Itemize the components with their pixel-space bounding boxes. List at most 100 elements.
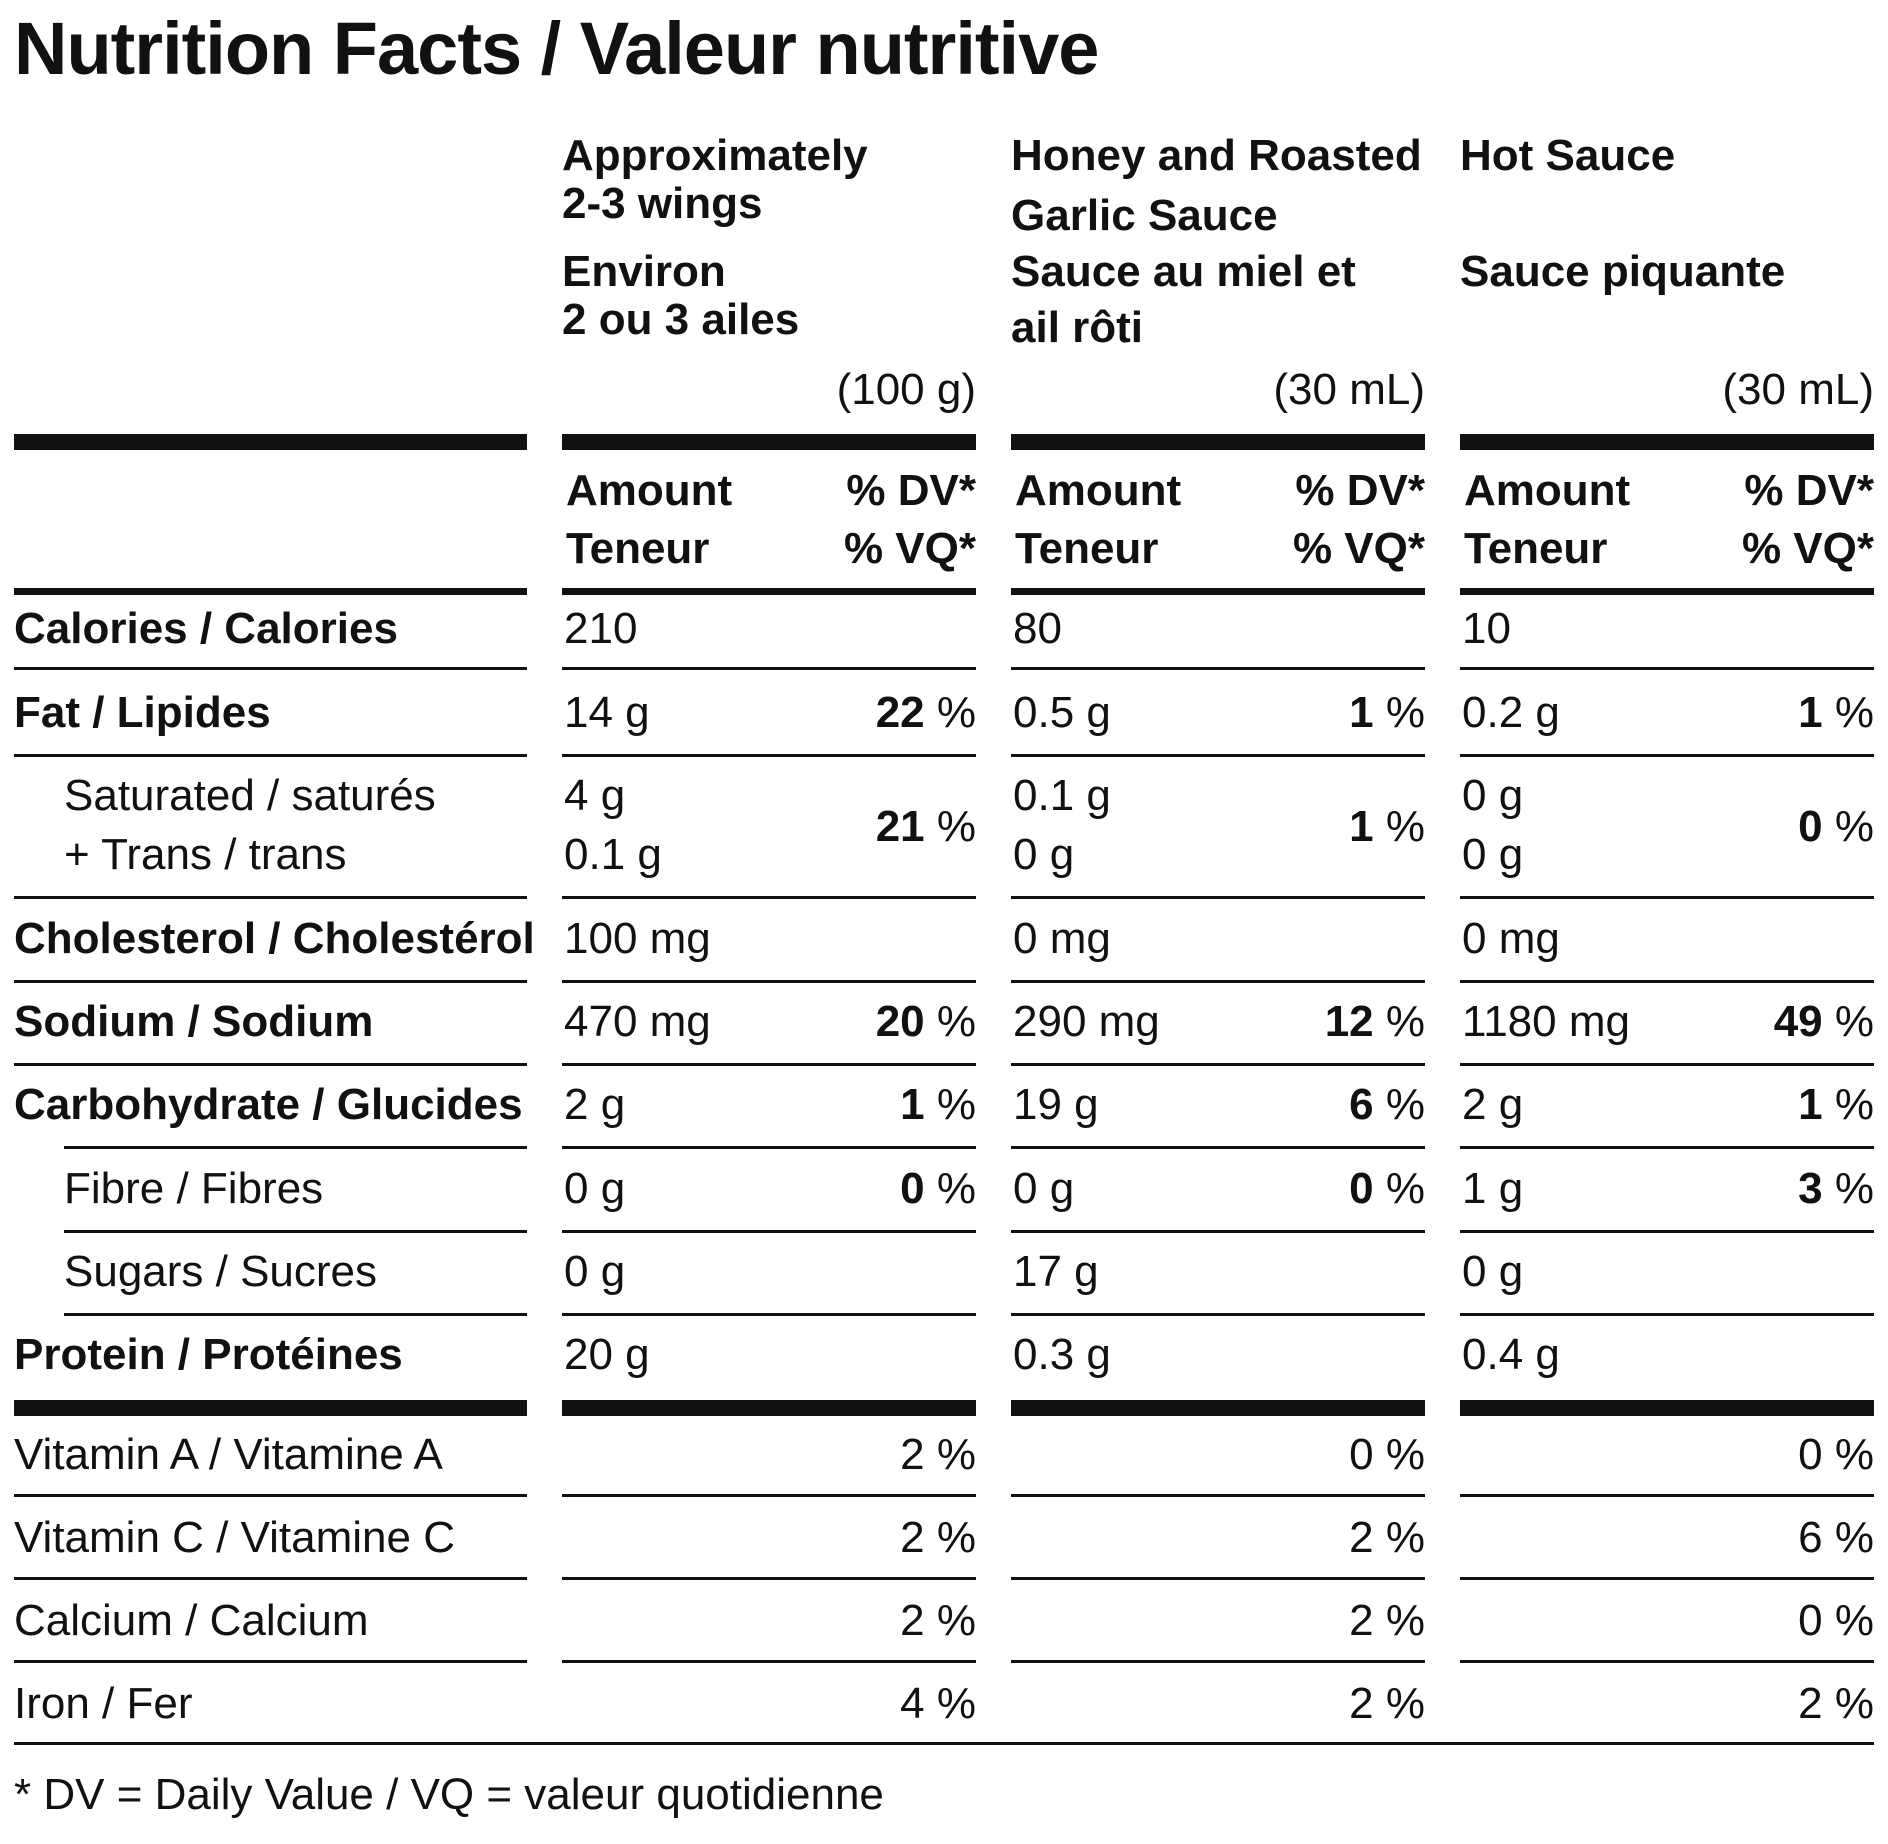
nutrient-amount: 10 bbox=[1462, 604, 1511, 653]
row-rule-col2 bbox=[1011, 667, 1425, 670]
row-rule-label bbox=[14, 754, 527, 757]
row-rule-col2 bbox=[1011, 1313, 1425, 1316]
vitamin-rule-col1 bbox=[562, 1660, 976, 1663]
amount-header: Amount bbox=[1464, 466, 1631, 515]
daily-value: 0 % bbox=[1798, 802, 1874, 851]
nutrient-amount: 0.4 g bbox=[1462, 1330, 1560, 1379]
daily-value: 12 % bbox=[1324, 997, 1425, 1046]
row-rule-col3 bbox=[1460, 754, 1874, 757]
vitamin-label: Calcium / Calcium bbox=[14, 1596, 369, 1645]
column-heading-fr: ail rôti bbox=[1011, 303, 1144, 352]
page-title: Nutrition Facts / Valeur nutritive bbox=[14, 7, 1099, 90]
vitamin-rule-col1 bbox=[562, 1577, 976, 1580]
dv-header: % VQ* bbox=[843, 524, 976, 573]
nutrient-amount: 0.1 g bbox=[564, 830, 662, 879]
column-heading-fr: Sauce piquante bbox=[1460, 247, 1786, 296]
nutrient-amount: 100 mg bbox=[564, 914, 711, 963]
vitamin-value: 4 % bbox=[900, 1679, 976, 1728]
nutrient-amount: 210 bbox=[564, 604, 638, 653]
nutrient-amount: 14 g bbox=[564, 688, 650, 737]
amount-header: Amount bbox=[1015, 466, 1182, 515]
nutrient-amount: 0.3 g bbox=[1013, 1330, 1111, 1379]
header-rule-col1 bbox=[562, 588, 976, 595]
daily-value: 20 % bbox=[875, 997, 976, 1046]
vitamin-rule-col3 bbox=[1460, 1577, 1874, 1580]
row-rule-col3 bbox=[1460, 1230, 1874, 1233]
nutrient-label-fat: Fat / Lipides bbox=[14, 688, 271, 737]
header-rule-col2 bbox=[1011, 588, 1425, 595]
row-rule-col3 bbox=[1460, 896, 1874, 899]
nutrient-amount: 0 g bbox=[1013, 830, 1075, 879]
daily-value: 1 % bbox=[1798, 1080, 1874, 1129]
top-thick-rule-label bbox=[14, 434, 527, 450]
nutrient-amount: 470 mg bbox=[564, 997, 711, 1046]
nutrient-label-protein: Protein / Protéines bbox=[14, 1330, 403, 1379]
row-rule-col2 bbox=[1011, 754, 1425, 757]
nutrient-amount: 1 g bbox=[1462, 1164, 1524, 1213]
dv-header: % DV* bbox=[1295, 466, 1425, 515]
dv-header: % VQ* bbox=[1741, 524, 1874, 573]
header-rule-col3 bbox=[1460, 588, 1874, 595]
daily-value: 0 % bbox=[1349, 1164, 1425, 1213]
nutrient-label-trans: + Trans / trans bbox=[64, 830, 347, 879]
daily-value: 1 % bbox=[1349, 802, 1425, 851]
column-heading-fr: Sauce au miel et bbox=[1011, 247, 1356, 296]
row-rule-label bbox=[64, 1230, 527, 1233]
row-rule-col2 bbox=[1011, 896, 1425, 899]
daily-value: 1 % bbox=[900, 1080, 976, 1129]
nutrient-amount: 0.2 g bbox=[1462, 688, 1560, 737]
nutrient-label-sodium: Sodium / Sodium bbox=[14, 997, 374, 1046]
header-rule-label bbox=[14, 588, 527, 595]
vitamin-rule-label bbox=[14, 1660, 527, 1663]
daily-value: 49 % bbox=[1773, 997, 1874, 1046]
vitamin-label: Vitamin C / Vitamine C bbox=[14, 1513, 455, 1562]
top-thick-rule-col2 bbox=[1011, 434, 1425, 450]
nutrient-amount: 80 bbox=[1013, 604, 1062, 653]
top-thick-rule-col3 bbox=[1460, 434, 1874, 450]
amount-header: Teneur bbox=[1464, 524, 1608, 573]
row-rule-col3 bbox=[1460, 1063, 1874, 1066]
vitamin-thick-rule-label bbox=[14, 1400, 527, 1416]
nutrient-amount: 2 g bbox=[1462, 1080, 1524, 1129]
nutrient-amount: 20 g bbox=[564, 1330, 650, 1379]
nutrient-amount: 0 g bbox=[1462, 830, 1524, 879]
daily-value: 6 % bbox=[1349, 1080, 1425, 1129]
vitamin-thick-rule-col3 bbox=[1460, 1400, 1874, 1416]
vitamin-value: 6 % bbox=[1798, 1513, 1874, 1562]
nutrient-amount: 4 g bbox=[564, 771, 626, 820]
vitamin-value: 2 % bbox=[900, 1596, 976, 1645]
row-rule-col1 bbox=[562, 1146, 976, 1149]
footnote: * DV = Daily Value / VQ = valeur quotidi… bbox=[14, 1770, 884, 1819]
nutrient-label-calories: Calories / Calories bbox=[14, 604, 398, 653]
top-thick-rule-col1 bbox=[562, 434, 976, 450]
row-rule-label bbox=[64, 1146, 527, 1149]
nutrient-amount: 0.1 g bbox=[1013, 771, 1111, 820]
nutrient-amount: 0 g bbox=[564, 1164, 626, 1213]
row-rule-label bbox=[64, 1313, 527, 1316]
row-rule-label bbox=[14, 980, 527, 983]
vitamin-rule-col2 bbox=[1011, 1660, 1425, 1663]
nutrient-amount: 0 g bbox=[564, 1247, 626, 1296]
amount-header: Amount bbox=[566, 466, 733, 515]
column-heading-en: Hot Sauce bbox=[1460, 131, 1676, 180]
serving-size: (30 mL) bbox=[1722, 365, 1874, 414]
row-rule-col3 bbox=[1460, 1313, 1874, 1316]
row-rule-col3 bbox=[1460, 1146, 1874, 1149]
row-rule-label bbox=[14, 667, 527, 670]
column-heading-fr: Environ bbox=[562, 247, 726, 296]
nutrient-label-carbohydrate: Carbohydrate / Glucides bbox=[14, 1080, 523, 1129]
row-rule-label bbox=[14, 1063, 527, 1066]
nutrient-amount: 0 g bbox=[1013, 1164, 1075, 1213]
nutrient-label-cholesterol: Cholesterol / Cholestérol bbox=[14, 914, 535, 963]
daily-value: 3 % bbox=[1798, 1164, 1874, 1213]
bottom-rule bbox=[14, 1742, 1874, 1745]
daily-value: 1 % bbox=[1798, 688, 1874, 737]
column-heading-en: Garlic Sauce bbox=[1011, 191, 1278, 240]
nutrient-amount: 0.5 g bbox=[1013, 688, 1111, 737]
nutrient-amount: 0 mg bbox=[1013, 914, 1111, 963]
vitamin-value: 2 % bbox=[900, 1430, 976, 1479]
vitamin-value: 0 % bbox=[1798, 1430, 1874, 1479]
row-rule-col1 bbox=[562, 1230, 976, 1233]
daily-value: 1 % bbox=[1349, 688, 1425, 737]
vitamin-rule-col3 bbox=[1460, 1660, 1874, 1663]
